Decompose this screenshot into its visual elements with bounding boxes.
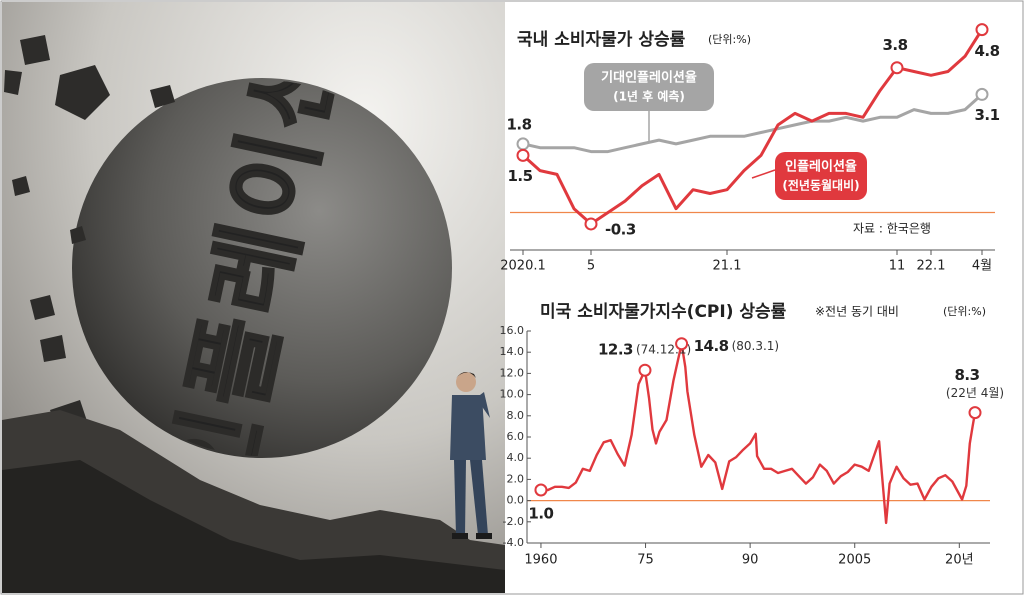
man (450, 372, 492, 539)
arm (476, 392, 490, 418)
point-marker (675, 337, 689, 351)
y-tick-label: 4.0 (507, 451, 525, 464)
head (456, 372, 476, 392)
y-tick-label: 6.0 (507, 430, 525, 443)
rock (30, 295, 55, 320)
data-note: (80.3.1) (732, 339, 780, 353)
shoe (452, 533, 468, 539)
series-line (522, 28, 984, 226)
shoe (476, 533, 492, 539)
y-tick-label: 10.0 (500, 388, 525, 401)
rock (150, 85, 175, 108)
point-marker (968, 406, 982, 420)
y-tick-label: 2.0 (507, 472, 525, 485)
boulder (72, 78, 452, 458)
series-label-box (584, 63, 714, 111)
x-tick-label: 4월 (972, 259, 992, 274)
x-tick-label: 20년 (945, 553, 974, 568)
data-label: 1.5 (507, 167, 532, 185)
leg (454, 460, 466, 535)
rock (4, 70, 22, 95)
suit (450, 395, 486, 460)
leg (470, 460, 488, 535)
hair (456, 372, 476, 378)
data-label: 1.8 (506, 115, 531, 133)
illustration: 인플레이션 (2, 2, 505, 593)
data-label: 12.3 (598, 341, 633, 359)
point-marker (975, 23, 989, 37)
rock (20, 35, 50, 65)
point-marker (534, 483, 548, 497)
rock (70, 226, 86, 244)
y-tick-label: 14.0 (500, 345, 525, 358)
y-tick-label: 16.0 (500, 324, 525, 337)
x-tick-label: 2005 (838, 553, 871, 568)
chart-title: 국내 소비자물가 상승률 (517, 30, 686, 50)
x-tick-label: 11 (889, 259, 906, 274)
data-note: (22년 4월) (946, 386, 1004, 400)
rock (40, 335, 66, 362)
y-tick-label: -4.0 (503, 536, 524, 549)
chart-note: ※전년 동기 대비 (815, 305, 899, 319)
y-tick-label: 12.0 (500, 366, 525, 379)
point-marker (975, 87, 989, 101)
ground-shadow (2, 460, 505, 593)
unit-label: (단위:%) (943, 305, 986, 318)
series-line (540, 342, 977, 525)
x-tick-label: 22.1 (917, 259, 946, 274)
legend-label: 기대인플레이션율 (601, 70, 697, 86)
legend-note: (1년 후 예측) (613, 89, 685, 104)
legend-note: (전년동월대비) (782, 178, 859, 193)
rock (12, 176, 30, 196)
x-tick-label: 90 (742, 553, 759, 568)
x-tick-label: 5 (587, 259, 595, 274)
point-marker (516, 137, 530, 151)
charts: 국내 소비자물가 상승률 (단위:%) 자료 : 한국은행 2020.1 5 21.1 11… (500, 23, 1004, 568)
y-tick-label: 8.0 (507, 409, 525, 422)
unit-label: (단위:%) (708, 33, 751, 46)
data-label: 14.8 (694, 337, 729, 355)
point-marker (516, 148, 530, 162)
chart-title: 미국 소비자물가지수(CPI) 상승률 (540, 302, 787, 322)
x-tick-label: 1960 (524, 553, 557, 568)
data-label: 8.3 (954, 366, 979, 384)
series-line (522, 93, 983, 154)
label-connector (751, 169, 776, 179)
x-tick-label: 2020.1 (500, 259, 546, 274)
point-marker (890, 61, 904, 75)
y-tick-label: -2.0 (503, 515, 524, 528)
point-marker (584, 217, 598, 231)
point-marker (638, 363, 652, 377)
series-label-box (775, 152, 867, 200)
source: 자료 : 한국은행 (853, 221, 931, 236)
data-label: 4.8 (974, 42, 999, 60)
data-label: 1.0 (528, 505, 553, 523)
x-tick-label: 21.1 (713, 259, 742, 274)
data-label: 3.1 (974, 106, 999, 124)
x-tick-label: 75 (637, 553, 654, 568)
rock (55, 65, 110, 120)
data-label: 3.8 (882, 36, 907, 54)
data-label: -0.3 (605, 220, 636, 238)
y-tick-label: 0.0 (507, 494, 525, 507)
legend-label: 인플레이션율 (785, 159, 857, 175)
